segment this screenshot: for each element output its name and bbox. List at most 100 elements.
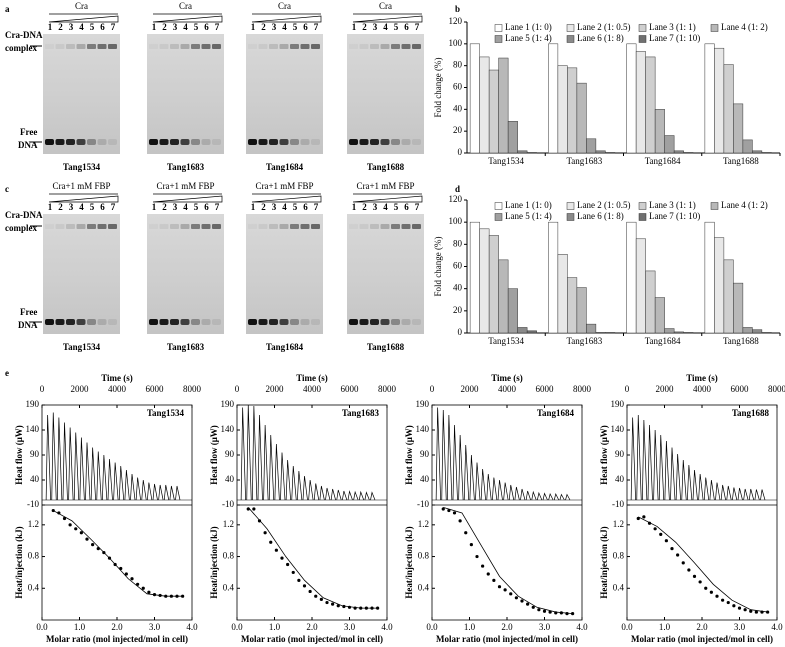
heat-peak — [447, 414, 453, 501]
data-point — [687, 568, 691, 572]
heat-peak — [642, 419, 648, 501]
heat-peak — [158, 484, 164, 501]
y-tick-label: 0.8 — [223, 551, 235, 561]
lane-number: 5 — [394, 202, 399, 212]
data-point — [252, 507, 256, 511]
chart-title: Tang1688 — [732, 408, 770, 418]
free-band — [180, 319, 190, 325]
panel-label: d — [455, 184, 460, 194]
free-band — [269, 319, 278, 325]
lane-number: 3 — [373, 202, 378, 212]
time-tick-label: 2000 — [266, 384, 285, 394]
flow-tick-label: 190 — [221, 399, 235, 409]
heat-peak — [542, 492, 548, 501]
flow-tick-label: 90 — [615, 449, 625, 459]
bar — [704, 43, 715, 154]
data-point — [749, 609, 753, 613]
free-band — [380, 319, 390, 325]
data-point — [274, 548, 278, 552]
heat-peak — [124, 469, 130, 501]
flow-axis-label: Heat flow (μW) — [599, 425, 609, 485]
y-tick-label: 1.2 — [28, 519, 39, 529]
bar — [488, 235, 499, 334]
x-tick-label: 1.0 — [659, 622, 671, 632]
bar — [548, 43, 559, 154]
heat-peak — [73, 432, 80, 501]
y-axis-label: Heat/injection (kJ) — [599, 526, 609, 598]
flow-tick-label: 140 — [611, 424, 625, 434]
free-band — [311, 139, 320, 145]
complex-band — [391, 44, 400, 49]
data-point — [492, 578, 496, 582]
heat-peak — [57, 417, 63, 501]
heat-peak — [291, 465, 297, 501]
data-point — [737, 606, 742, 610]
complex-band — [66, 44, 75, 49]
heat-peak — [62, 422, 68, 501]
free-band — [290, 139, 299, 145]
y-tick-label: 0.4 — [418, 582, 430, 592]
lane-number: 7 — [415, 202, 420, 212]
lane-number: 6 — [303, 22, 308, 32]
gel-header: Cra — [179, 1, 192, 11]
heat-peak — [268, 434, 275, 501]
legend-swatch — [494, 202, 503, 210]
lane-number: 3 — [373, 22, 378, 32]
bar — [498, 259, 509, 334]
bar — [664, 135, 675, 154]
data-point — [565, 612, 569, 616]
data-point — [531, 605, 535, 609]
legend-swatch — [638, 213, 647, 221]
free-band — [66, 319, 75, 325]
flow-tick-label: 140 — [221, 424, 235, 434]
data-point — [458, 519, 462, 523]
legend-label: Lane 7 (1: 10) — [649, 33, 700, 43]
complex-band — [290, 44, 299, 49]
free-band — [159, 319, 169, 325]
complex-band — [300, 224, 310, 229]
bar — [605, 152, 616, 154]
lane-number: 1 — [48, 22, 53, 32]
heat-peak — [90, 447, 96, 501]
heat-peak — [452, 424, 458, 501]
heat-peak — [342, 490, 348, 501]
data-point — [152, 593, 157, 597]
free-band — [170, 319, 179, 325]
heat-peak — [85, 442, 91, 501]
lane-number: 4 — [183, 22, 188, 32]
free-band — [191, 319, 200, 325]
y-tick-label: 20 — [453, 125, 463, 135]
y-tick-label: 0 — [458, 147, 463, 157]
y-axis-label: Heat/injection (kJ) — [404, 526, 414, 598]
lane-number: 4 — [79, 22, 84, 32]
legend-label: Lane 5 (1: 4) — [505, 211, 552, 221]
complex-band — [108, 44, 117, 49]
x-tick-label: 2.0 — [696, 622, 708, 632]
time-axis-label: Time (s) — [101, 373, 133, 383]
heat-peak — [698, 473, 704, 501]
time-tick-label: 4000 — [303, 384, 322, 394]
data-point — [670, 547, 674, 551]
lane-number: 6 — [204, 22, 209, 32]
data-point — [554, 611, 558, 615]
complex-band — [380, 224, 390, 229]
gel — [147, 34, 224, 154]
y-tick-label: 100 — [449, 38, 463, 48]
bar — [626, 221, 637, 334]
x-tick-label: 4.0 — [381, 622, 393, 632]
gel-header: Cra+1 mM FBP — [255, 181, 313, 191]
data-point — [136, 582, 140, 586]
free-band — [201, 139, 211, 145]
flow-axis-label: Heat flow (μW) — [404, 425, 414, 485]
x-tick-label: Tang1684 — [645, 336, 681, 346]
y-axis-label: Fold change (%) — [433, 58, 443, 118]
data-point — [314, 594, 318, 598]
data-point — [548, 610, 552, 614]
flow-tick-label: 90 — [30, 449, 40, 459]
data-point — [514, 596, 518, 600]
data-point — [447, 508, 451, 513]
bar — [479, 228, 490, 334]
free-band — [391, 319, 400, 325]
lane-number: 5 — [194, 202, 199, 212]
complex-band — [359, 44, 369, 49]
